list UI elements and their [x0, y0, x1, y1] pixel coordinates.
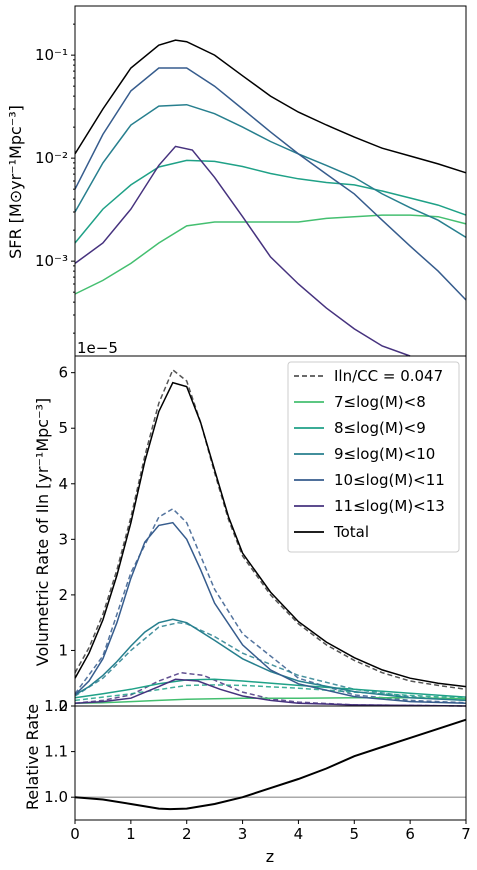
- rate-dashed-line-0: [74, 507, 467, 704]
- x-axis-label: z: [266, 847, 274, 866]
- legend-label-7-log-m-8: 7≤log(M)<8: [334, 393, 426, 411]
- sfr-panel: 10⁻³ 10⁻² 10⁻¹ SFR [M⊙yr⁻¹Mpc⁻³]: [6, 23, 467, 357]
- rate-y-tick-label: 1: [58, 641, 68, 659]
- rate-y-ticks: 0 1 2 3 4 5 6: [58, 364, 75, 715]
- rate-panel: 0 1 2 3 4 5 6 1e−5 Volumetric Rate of Iln [yr⁻…: [33, 339, 467, 715]
- relative-y-tick-label: 1.1: [44, 743, 68, 761]
- relative-line-total: [74, 718, 467, 811]
- legend-label-iln-cc-0-047: Iln/CC = 0.047: [334, 367, 443, 385]
- relative-y-tick-label: 1.0: [44, 788, 68, 806]
- x-tick-label: 3: [238, 825, 248, 843]
- x-tick-label: 0: [70, 825, 80, 843]
- sfr-y-tick-label: 10⁻²: [35, 149, 68, 167]
- rate-dashed-line-1: [74, 621, 467, 702]
- sfr-y-tick-label: 10⁻³: [35, 252, 68, 270]
- x-tick-label: 1: [126, 825, 136, 843]
- sfr-line-total: [74, 39, 467, 174]
- rate-y-axis-label: Volumetric Rate of Iln [yr⁻¹Mpc⁻³]: [33, 398, 52, 666]
- rate-y-tick-label: 5: [58, 419, 68, 437]
- sfr-y-ticks: 10⁻³ 10⁻² 10⁻¹: [35, 23, 75, 334]
- sfr-line-11-log-m-13: [74, 145, 411, 357]
- legend-label-8-log-m-9: 8≤log(M)<9: [334, 419, 426, 437]
- rate-line-11-log-m-13: [74, 678, 467, 707]
- sfr-line-10-log-m-11: [74, 67, 467, 301]
- rate-series-lines: [74, 368, 467, 707]
- x-tick-label: 2: [182, 825, 192, 843]
- rate-line-8-log-m-9: [74, 678, 467, 699]
- x-tick-label: 7: [461, 825, 471, 843]
- sfr-axes-frame: [74, 5, 467, 357]
- rate-line-total: [74, 381, 467, 688]
- relative-x-ticks: 0 1 2 3 4 5 6 7: [70, 820, 471, 843]
- rate-line-9-log-m-10: [74, 618, 467, 702]
- sfr-y-axis-label: SFR [M⊙yr⁻¹Mpc⁻³]: [6, 105, 25, 259]
- rate-y-tick-label: 4: [58, 475, 68, 493]
- rate-y-tick-label: 3: [58, 530, 68, 548]
- rate-y-tick-label: 0: [58, 697, 68, 715]
- rate-line-iln-cc-0-047: [74, 368, 467, 691]
- relative-y-tick-label: 1.2: [44, 697, 68, 715]
- sfr-line-7-log-m-8: [74, 214, 467, 295]
- relative-axes-frame: [74, 705, 467, 821]
- x-tick-label: 5: [350, 825, 360, 843]
- relative-y-axis-label: Relative Rate: [23, 704, 42, 810]
- sfr-series-lines: [74, 39, 467, 357]
- legend-label-9-log-m-10: 9≤log(M)<10: [334, 445, 435, 463]
- x-tick-label: 4: [294, 825, 304, 843]
- legend-label-11-log-m-13: 11≤log(M)<13: [334, 497, 445, 515]
- sfr-line-9-log-m-10: [74, 103, 467, 239]
- rate-y-tick-label: 2: [58, 586, 68, 604]
- sfr-line-8-log-m-9: [74, 159, 467, 244]
- legend-label-10-log-m-11: 10≤log(M)<11: [334, 471, 445, 489]
- relative-panel: 1.0 1.1 1.2 0 1 2 3 4 5 6 7 Relative Rate z: [23, 697, 471, 866]
- rate-scale-label: 1e−5: [77, 339, 118, 357]
- sfr-y-tick-label: 10⁻¹: [35, 46, 68, 64]
- x-tick-label: 6: [405, 825, 415, 843]
- legend-label-total: Total: [333, 523, 369, 541]
- rate-line-10-log-m-11: [74, 521, 467, 704]
- rate-y-tick-label: 6: [58, 364, 68, 382]
- relative-series-lines: [74, 718, 467, 811]
- legend-box: [287, 361, 460, 553]
- legend: Iln/CC = 0.047 7≤log(M)<8 8≤log(M)<9 9≤log(…: [287, 361, 460, 553]
- relative-y-ticks: 1.0 1.1 1.2: [44, 697, 75, 806]
